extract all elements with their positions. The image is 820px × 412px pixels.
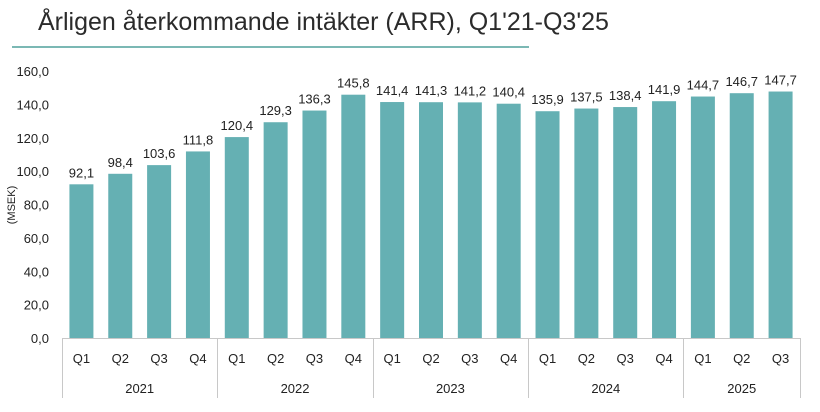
bar [419,102,443,338]
x-group-label: 2024 [591,381,620,396]
x-category-label: Q3 [772,351,789,366]
bar [147,165,172,338]
x-category-label: Q1 [539,351,556,366]
data-label: 141,3 [415,83,448,98]
bar [457,102,482,338]
bar [185,151,210,338]
bar [302,110,327,338]
data-label: 135,9 [531,92,564,107]
x-category-label: Q2 [267,351,284,366]
x-category-label: Q1 [73,351,90,366]
x-category-label: Q4 [189,351,206,366]
data-label: 92,1 [69,165,94,180]
x-category-label: Q4 [500,351,517,366]
bar [496,103,521,339]
bar [535,111,560,338]
y-axis: 0,0 20,0 40,0 60,0 80,0 100,0 120,0 140,0 160,0 [16,64,49,346]
x-category-label: Q4 [655,351,672,366]
data-label: 103,6 [143,146,176,161]
data-label: 136,3 [298,92,331,107]
x-category-label: Q2 [733,351,750,366]
bar [69,184,94,338]
y-tick-label: 80,0 [24,198,49,213]
y-tick-label: 40,0 [24,264,49,279]
x-category-label: Q1 [694,351,711,366]
y-tick-label: 60,0 [24,231,49,246]
bar [690,96,715,338]
data-label: 147,7 [764,73,797,88]
bars-group [69,91,793,339]
x-category-label: Q3 [306,351,323,366]
data-label: 144,7 [687,78,720,93]
data-label: 98,4 [108,155,133,170]
x-group-label: 2021 [125,381,154,396]
y-tick-label: 120,0 [16,131,49,146]
bar [108,173,133,338]
bar [652,101,677,338]
x-category-label: Q3 [617,351,634,366]
data-label: 120,4 [221,118,254,133]
x-category-label: Q2 [422,351,439,366]
data-label: 141,9 [648,82,681,97]
data-label: 146,7 [725,74,758,89]
title-underline [12,46,529,48]
chart-title: Årligen återkommande intäkter (ARR), Q1'… [38,8,609,36]
x-category-label: Q2 [112,351,129,366]
y-tick-label: 0,0 [31,331,49,346]
data-labels-group: 92,1 98,4 103,6 111,8 120,4 129,3 136,3 145,8 14… [69,73,797,181]
y-tick-label: 160,0 [16,64,49,79]
bar [768,91,793,338]
x-category-label: Q1 [228,351,245,366]
y-tick-label: 20,0 [24,298,49,313]
x-category-label: Q4 [345,351,362,366]
x-axis: Q1 Q2 Q3 Q4 Q1 Q2 Q3 Q4 Q1 Q2 Q3 Q4 Q1 Q2 Q3 Q4 Q1 Q2 Q3 20… [62,338,801,398]
y-tick-label: 140,0 [16,97,49,112]
bar [574,108,599,338]
data-label: 141,2 [454,83,487,98]
data-label: 111,8 [183,132,214,147]
x-group-label: 2025 [727,381,756,396]
y-axis-label: (MSEK) [6,186,18,225]
data-label: 145,8 [337,76,370,91]
data-label: 129,3 [259,103,292,118]
data-label: 140,4 [492,85,525,100]
bar [263,122,288,338]
bar [341,94,366,338]
x-category-label: Q2 [578,351,595,366]
bar [613,107,638,338]
bar [729,93,754,339]
bar [380,102,405,338]
data-label: 141,4 [376,83,409,98]
bar [224,137,249,338]
x-group-label: 2023 [436,381,465,396]
data-label: 137,5 [570,90,603,105]
x-group-label: 2022 [281,381,310,396]
x-category-label: Q3 [150,351,167,366]
y-tick-label: 100,0 [16,164,49,179]
x-category-label: Q1 [383,351,400,366]
x-category-label: Q3 [461,351,478,366]
data-label: 138,4 [609,88,642,103]
